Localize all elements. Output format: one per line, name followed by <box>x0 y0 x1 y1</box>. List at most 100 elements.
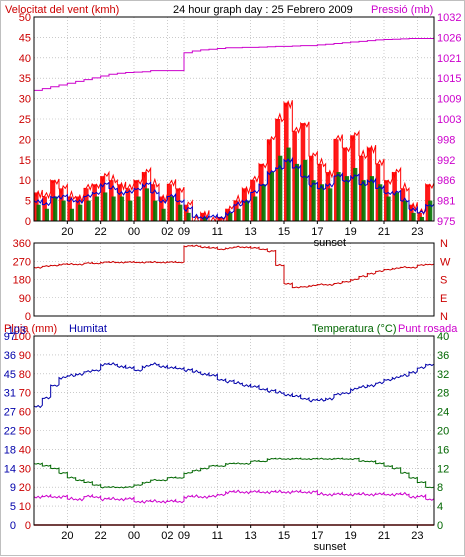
temperature-y-tick-label: 4 <box>437 501 443 513</box>
gust-bar <box>425 184 431 221</box>
pressure-y-tick-label: 975 <box>437 216 455 228</box>
x-tick-label: 11 <box>212 530 223 542</box>
wind-bar <box>36 204 41 221</box>
wind-bar <box>119 196 124 221</box>
humidity-y-tick-label: 31 <box>4 388 16 400</box>
gust-bar <box>184 204 189 221</box>
humidity-y-tick-label: 0 <box>10 520 16 532</box>
gust-bar <box>167 184 172 221</box>
x-tick-label: 23 <box>411 530 423 542</box>
gust-bar <box>125 188 131 221</box>
pressure-y-tick-label: 1032 <box>437 12 461 24</box>
direction-series-line <box>33 244 435 289</box>
x-tick-label: 02 <box>161 226 173 238</box>
temperature-series-line <box>33 457 435 489</box>
humidity-series-line <box>33 355 435 409</box>
x-tick-label: 00 <box>128 530 140 542</box>
pressure-y-tick-label: 981 <box>437 196 455 208</box>
wind-bar <box>228 212 233 221</box>
pressure-y-tick-label: 998 <box>437 134 455 146</box>
wind-y-tick-label: 35 <box>19 73 31 85</box>
x-tick-label: 21 <box>378 226 390 238</box>
gust-bar <box>375 163 381 221</box>
dewpoint-series-line <box>33 489 435 504</box>
gust-bar <box>234 200 239 221</box>
wind-bar <box>328 188 333 221</box>
gust-bar <box>75 196 81 221</box>
wind-bar <box>411 212 416 221</box>
humidity-y-tick-label: 27 <box>4 407 16 419</box>
wind-bar <box>336 172 341 221</box>
wind-bar <box>178 204 183 221</box>
gust-bar <box>34 192 39 221</box>
wind-bar <box>428 200 433 221</box>
wind-bar <box>236 208 241 221</box>
temperature-axis-title: Temperatura (°C) <box>312 323 396 335</box>
gust-bar <box>134 180 139 221</box>
gust-bar <box>309 155 314 221</box>
wind-y-tick-label: 0 <box>25 216 31 228</box>
wind-bar <box>344 176 349 221</box>
gust-bar <box>367 147 372 221</box>
temperature-y-tick-label: 24 <box>437 407 449 419</box>
rain-y-tick-label: 70 <box>19 388 31 400</box>
humidity-y-tick-label: 97 <box>4 331 16 343</box>
gust-bar <box>334 139 339 221</box>
wind-bar <box>419 216 424 221</box>
rain-y-tick-label: 40 <box>19 444 31 456</box>
temperature-y-tick-label: 36 <box>437 350 449 362</box>
x-tick-label: 09 <box>178 226 190 238</box>
wind-bar <box>253 196 258 221</box>
humidity-y-tick-label: 36 <box>4 350 16 362</box>
x-tick-label: 20 <box>61 226 73 238</box>
compass-label: E <box>440 293 447 305</box>
wind-bar <box>278 155 283 221</box>
wind-bar <box>394 192 399 221</box>
temperature-y-tick-label: 28 <box>437 388 449 400</box>
direction-y-tick-label: 360 <box>13 238 31 250</box>
compass-label: N <box>440 238 448 250</box>
gust-bar <box>384 180 389 221</box>
gust-bar <box>342 147 347 221</box>
x-tick-label: 23 <box>411 226 423 238</box>
wind-bar <box>286 147 291 221</box>
rain-y-tick-label: 100 <box>13 331 31 343</box>
wind-bar <box>361 180 366 221</box>
wind-bar <box>353 167 358 221</box>
rain-axis-title: Pluja (mm) <box>4 323 57 335</box>
wind-y-tick-label: 50 <box>19 12 31 24</box>
gust-bar <box>250 180 256 221</box>
pressure-y-tick-label: 992 <box>437 155 455 167</box>
x-tick-label: 15 <box>278 530 290 542</box>
wind-bar <box>403 200 408 221</box>
compass-label: W <box>440 256 451 268</box>
gust-bar <box>400 188 406 221</box>
wind-bar <box>261 184 266 221</box>
wind-bar <box>136 196 141 221</box>
wind-bar <box>128 200 133 221</box>
wind-bar <box>169 196 174 221</box>
wind-bar <box>144 188 149 221</box>
wind-bar <box>53 196 58 221</box>
rain-y-tick-label: 50 <box>19 426 31 438</box>
direction-panel-frame <box>33 242 435 317</box>
gust-bar <box>142 172 147 221</box>
wind-bar <box>311 180 316 221</box>
x-tick-label: 13 <box>245 530 257 542</box>
gust-bar <box>292 131 297 221</box>
gust-bar <box>267 139 272 221</box>
rain-y-tick-label: 80 <box>19 369 31 381</box>
gust-bar <box>109 180 114 221</box>
pressure-y-tick-label: 1015 <box>437 73 461 85</box>
gust-series-line <box>33 100 435 223</box>
pressure-series-line <box>34 37 434 91</box>
humidity-y-tick-label: 103 <box>8 325 26 337</box>
x-tick-label: 00 <box>128 226 140 238</box>
wind-bar <box>69 208 74 221</box>
gust-bar <box>100 176 106 221</box>
x-tick-label: 21 <box>378 530 390 542</box>
rain-y-tick-label: 10 <box>19 501 31 513</box>
gust-bar <box>242 188 247 221</box>
wind-y-tick-label: 10 <box>19 175 31 187</box>
x-tick-label: 19 <box>345 226 357 238</box>
